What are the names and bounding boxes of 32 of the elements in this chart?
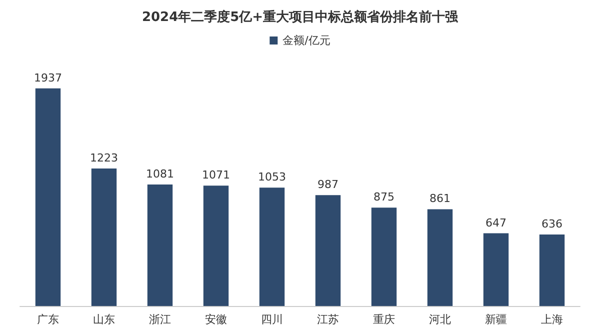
data-label: 1081 xyxy=(146,168,174,181)
x-tick-label: 河北 xyxy=(429,313,451,326)
legend-label: 金额/亿元 xyxy=(282,34,330,47)
x-tick-label: 广东 xyxy=(37,313,59,326)
data-label: 1053 xyxy=(258,170,286,184)
bar xyxy=(259,188,285,306)
data-label: 987 xyxy=(318,178,338,192)
data-label: 647 xyxy=(486,216,506,230)
x-tick-label: 重庆 xyxy=(373,313,395,326)
bar xyxy=(539,234,565,306)
bar xyxy=(483,233,509,306)
data-label: 875 xyxy=(374,190,394,204)
chart-title: 2024年二季度5亿+重大项目中标总额省份排名前十强 xyxy=(142,9,460,25)
bar xyxy=(35,88,61,306)
data-label: 861 xyxy=(430,192,450,206)
data-label: 1937 xyxy=(34,71,62,84)
x-tick-label: 新疆 xyxy=(485,313,507,326)
data-label: 1071 xyxy=(202,168,230,182)
bar xyxy=(371,208,397,306)
x-tick-label: 山东 xyxy=(93,313,115,326)
x-tick-label: 江苏 xyxy=(317,313,339,326)
bar xyxy=(203,186,229,306)
x-tick-label: 浙江 xyxy=(149,313,171,326)
bar xyxy=(147,184,173,306)
bar xyxy=(315,195,341,306)
x-tick-label: 四川 xyxy=(261,313,283,326)
bar xyxy=(427,209,453,306)
data-label: 636 xyxy=(542,218,562,231)
bar xyxy=(91,168,117,306)
x-tick-label: 安徽 xyxy=(205,313,227,326)
data-label: 1223 xyxy=(90,152,118,165)
x-tick-label: 上海 xyxy=(541,313,563,326)
